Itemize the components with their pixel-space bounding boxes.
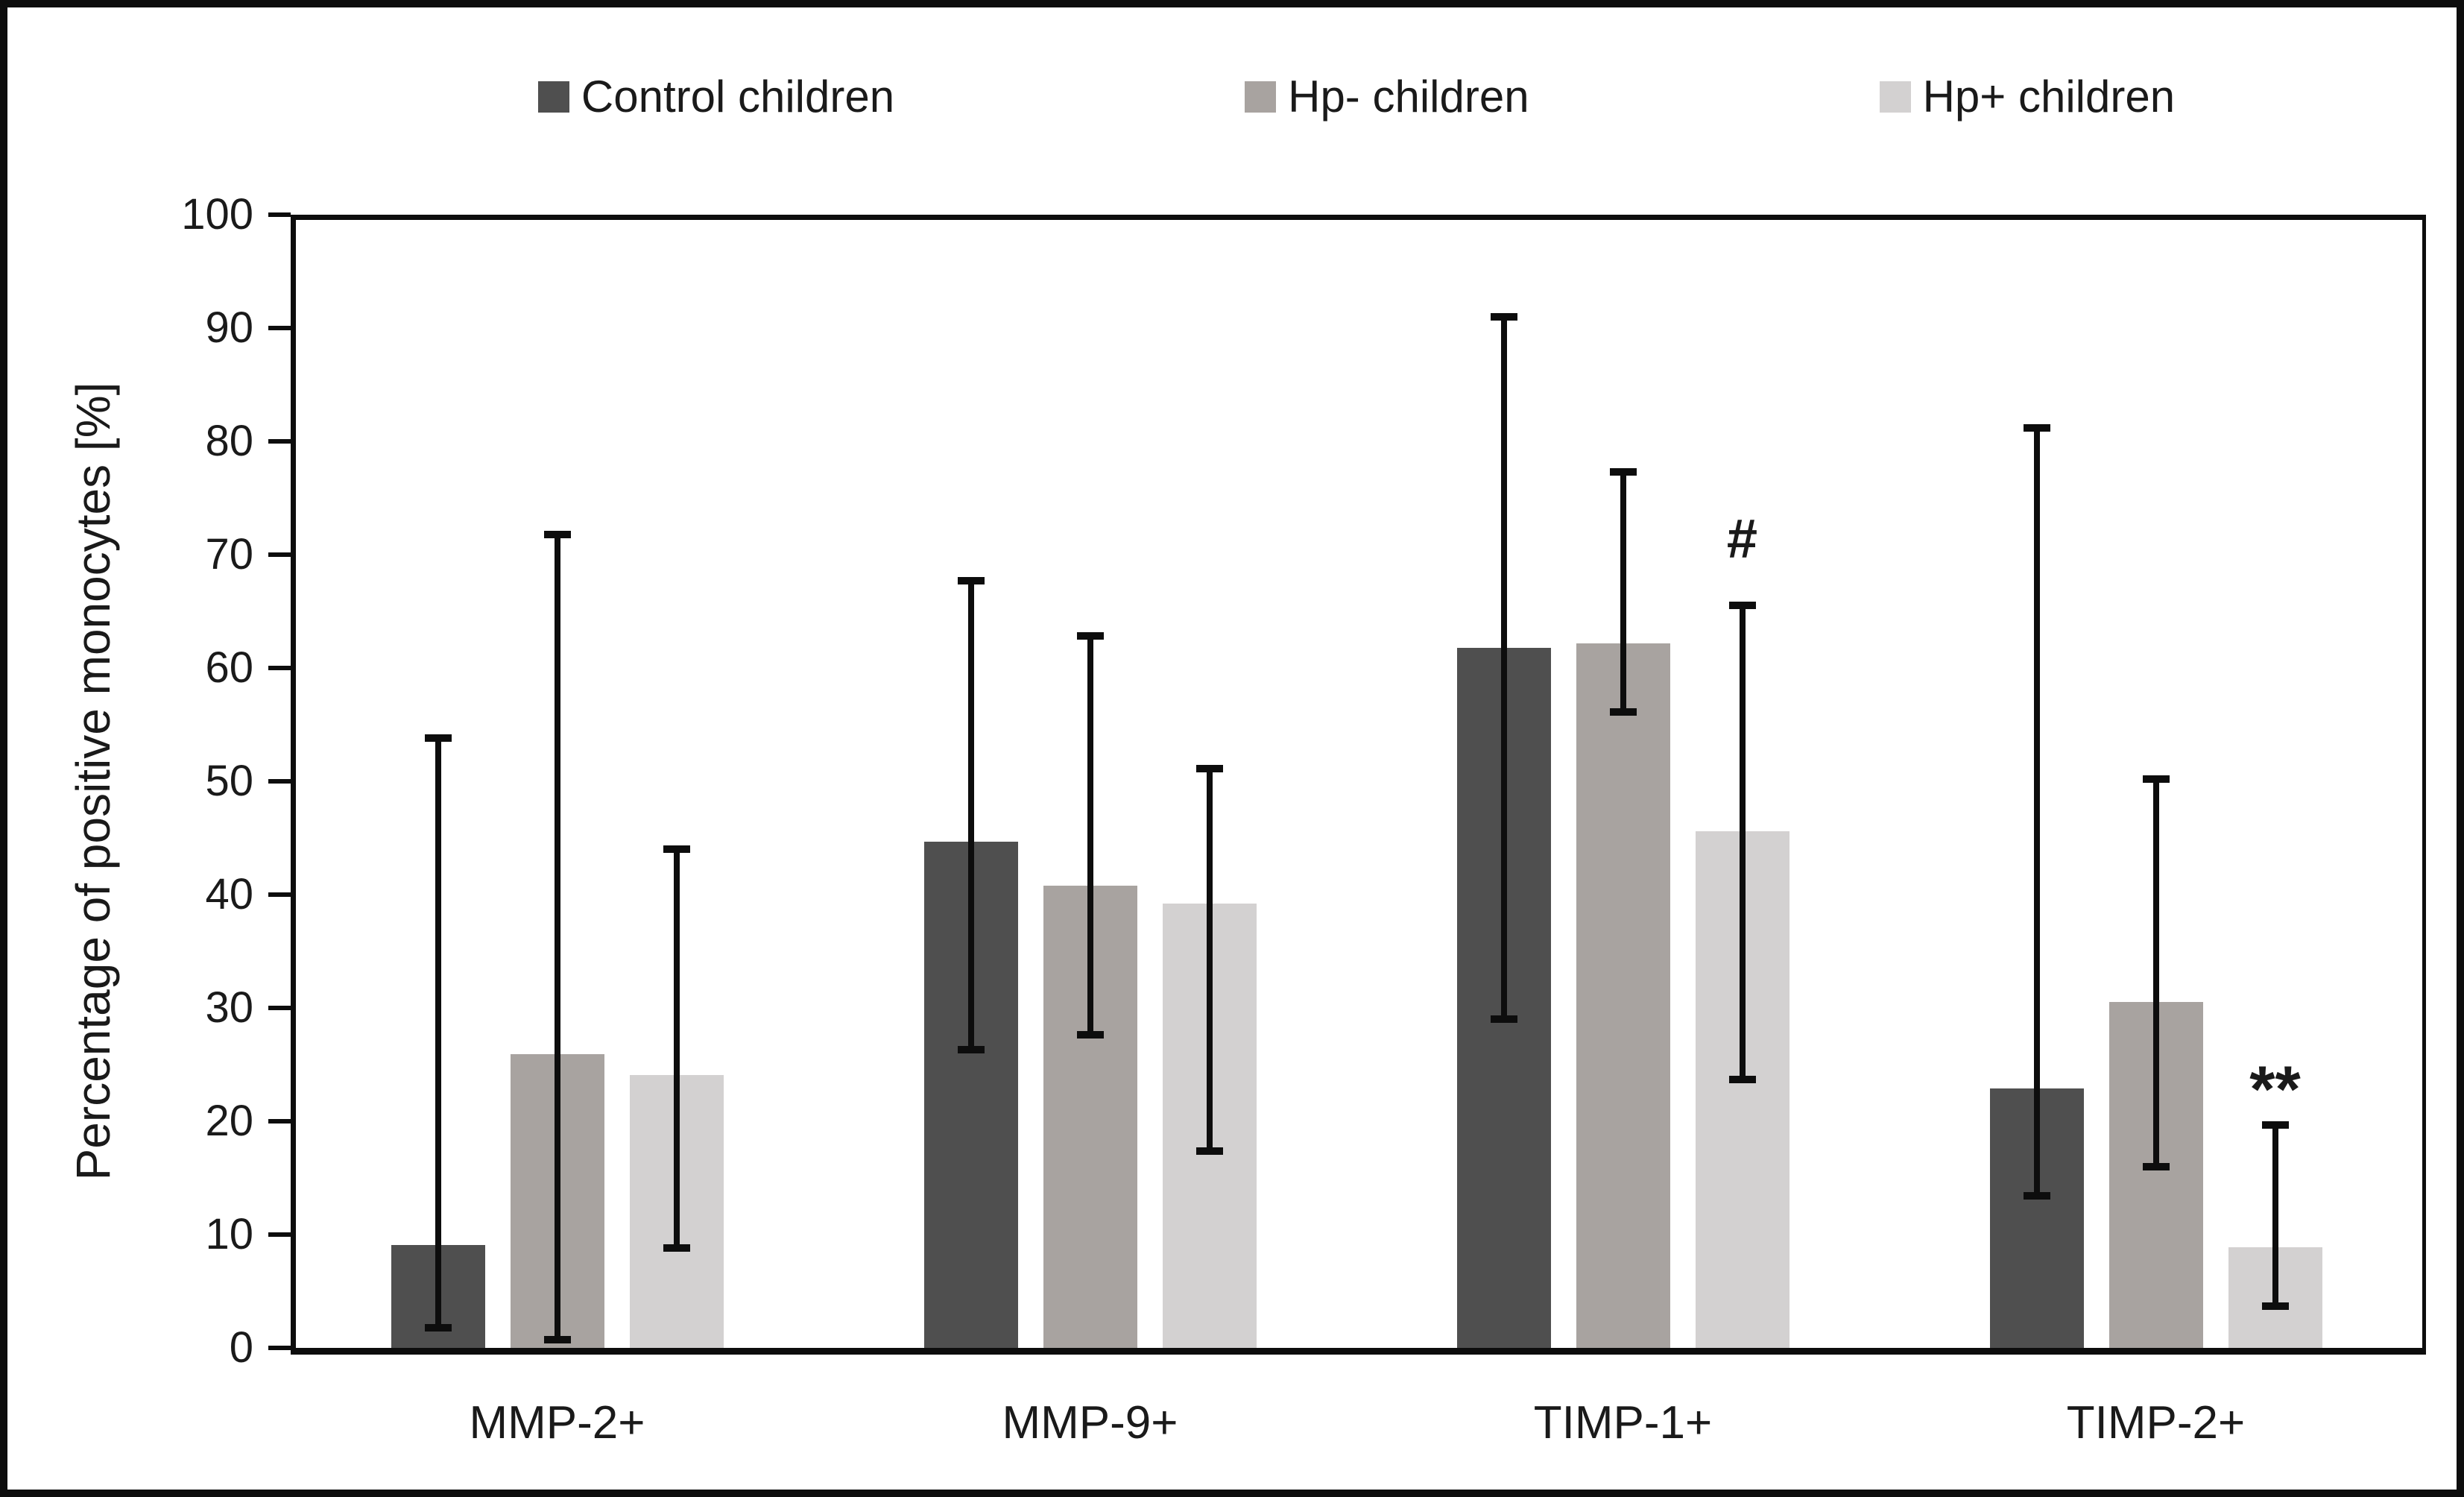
error-bar-line: [554, 534, 560, 1340]
error-bar-line: [673, 849, 680, 1249]
error-bar-cap-bottom: [663, 1244, 690, 1252]
error-bar-cap-bottom: [2261, 1302, 2289, 1310]
error-bar-cap-bottom: [1490, 1015, 1517, 1024]
legend-item: Hp- children: [1245, 75, 1529, 119]
legend: Control children Hp- children Hp+ children: [291, 71, 2422, 123]
y-tick-label: 20: [205, 1097, 253, 1145]
legend-swatch-icon: [1879, 81, 1911, 113]
annotation-asterisks: **: [2249, 1052, 2301, 1126]
error-bar-line: [1206, 769, 1213, 1151]
error-bar-line: [2152, 778, 2159, 1167]
error-bar-cap-top: [1076, 632, 1104, 640]
legend-label: Hp- children: [1288, 72, 1529, 122]
y-tick-mark: [268, 326, 291, 330]
error-bar-line: [1739, 605, 1746, 1080]
y-tick-label: 50: [205, 757, 253, 805]
error-bar-cap-bottom: [2023, 1192, 2050, 1200]
category-label: TIMP-2+: [2066, 1397, 2246, 1449]
error-bar-cap-bottom: [424, 1323, 452, 1331]
error-bar-line: [967, 580, 974, 1050]
legend-item: Hp+ children: [1879, 72, 2176, 122]
error-bar-line: [435, 738, 441, 1328]
error-bar-cap-bottom: [1195, 1147, 1223, 1155]
error-bar-cap-top: [1490, 312, 1517, 321]
error-bar-cap-top: [663, 845, 690, 854]
y-tick-mark: [268, 779, 291, 784]
error-bar-line: [1087, 636, 1093, 1036]
error-bar-cap-top: [957, 576, 985, 584]
error-bar-cap-bottom: [957, 1046, 985, 1054]
y-tick-mark: [268, 212, 291, 217]
error-bar-line: [1500, 316, 1507, 1020]
error-bar-cap-bottom: [2142, 1162, 2170, 1170]
y-tick-mark: [268, 1346, 291, 1350]
y-axis-line: [291, 215, 296, 1355]
y-tick-label: 10: [205, 1210, 253, 1258]
error-bar-cap-top: [1195, 765, 1223, 773]
bar-hp-children: [1576, 643, 1670, 1348]
legend-swatch-icon: [1245, 81, 1277, 113]
error-bar-line: [1620, 472, 1626, 713]
y-tick-label: 70: [205, 530, 253, 579]
legend-item: Control children: [537, 72, 895, 122]
plot-right-border: [2422, 215, 2426, 1355]
error-bar-cap-top: [2023, 423, 2050, 432]
y-tick-mark: [268, 439, 291, 444]
error-bar-cap-top: [543, 530, 571, 538]
error-bar-cap-top: [424, 734, 452, 743]
annotation-hash: #: [1726, 507, 1758, 570]
error-bar-cap-bottom: [543, 1336, 571, 1344]
x-axis-line: [291, 1348, 2426, 1355]
y-tick-mark: [268, 892, 291, 897]
category-label: MMP-2+: [469, 1397, 645, 1449]
error-bar-cap-top: [1728, 602, 1756, 610]
legend-swatch-icon: [537, 81, 569, 113]
plot-top-border: [291, 215, 2426, 220]
category-label: TIMP-1+: [1533, 1397, 1713, 1449]
error-bar-cap-bottom: [1728, 1075, 1756, 1083]
y-tick-mark: [268, 1119, 291, 1123]
error-bar-cap-bottom: [1076, 1031, 1104, 1039]
y-tick-mark: [268, 666, 291, 670]
error-bar-line: [2272, 1124, 2278, 1306]
y-tick-label: 30: [205, 983, 253, 1032]
y-tick-mark: [268, 1232, 291, 1237]
y-tick-label: 100: [181, 190, 253, 239]
error-bar-cap-top: [2261, 1121, 2289, 1129]
y-tick-label: 40: [205, 870, 253, 918]
y-tick-label: 90: [205, 303, 253, 352]
y-tick-label: 0: [229, 1323, 253, 1372]
error-bar-cap-top: [2142, 775, 2170, 783]
legend-label: Hp+ children: [1922, 72, 2176, 122]
error-bar-cap-bottom: [1609, 708, 1637, 716]
y-tick-label: 60: [205, 643, 253, 692]
y-tick-mark: [268, 552, 291, 557]
legend-label: Control children: [581, 72, 895, 122]
error-bar-cap-top: [1609, 468, 1637, 476]
category-label: MMP-9+: [1002, 1397, 1178, 1449]
y-tick-mark: [268, 1006, 291, 1010]
y-tick-label: 80: [205, 417, 253, 465]
error-bar-line: [2033, 427, 2040, 1197]
